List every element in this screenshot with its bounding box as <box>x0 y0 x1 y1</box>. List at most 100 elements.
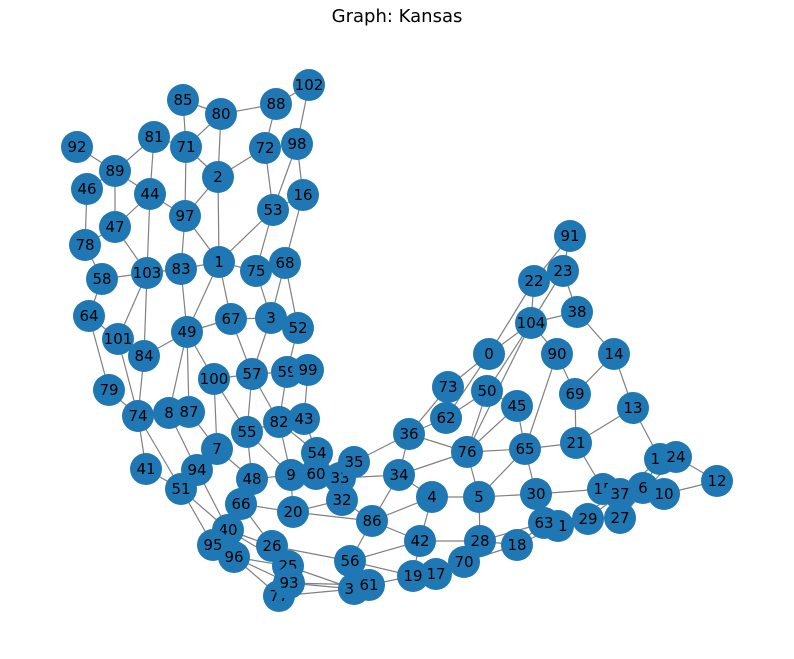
node-circle <box>300 458 332 490</box>
node-label: 4 <box>427 488 437 506</box>
node-label: 43 <box>294 410 313 428</box>
node-circle <box>99 211 131 243</box>
node-circle <box>198 363 230 395</box>
node-label: 5 <box>474 488 484 506</box>
node-label: 22 <box>524 272 543 290</box>
node-circle <box>448 546 480 578</box>
node-label: 84 <box>134 347 153 365</box>
node-21: 21 <box>560 427 592 459</box>
node-label: 3 <box>266 309 276 327</box>
node-circle <box>203 246 235 278</box>
node-label: 59 <box>277 363 296 381</box>
node-53: 53 <box>257 194 289 226</box>
node-label: 21 <box>566 434 585 452</box>
node-24: 24 <box>660 441 692 473</box>
node-label: 55 <box>237 423 256 441</box>
node-1: 1 <box>203 246 235 278</box>
node-label: 103 <box>133 264 162 282</box>
node-20: 20 <box>277 496 309 528</box>
node-label: 88 <box>266 95 285 113</box>
node-48: 48 <box>236 463 268 495</box>
node-circle <box>560 427 592 459</box>
node-label: 92 <box>67 138 86 156</box>
node-85: 85 <box>167 84 199 116</box>
node-19: 19 <box>397 560 429 592</box>
node-73: 73 <box>432 371 464 403</box>
node-12: 12 <box>701 465 733 497</box>
node-label: 1 <box>214 253 224 271</box>
node-circle <box>69 229 101 261</box>
node-circle <box>541 338 573 370</box>
node-label: 26 <box>262 537 281 555</box>
node-17: 17 <box>420 558 452 590</box>
node-label: 41 <box>136 460 155 478</box>
node-76: 76 <box>451 436 483 468</box>
node-81: 81 <box>138 121 170 153</box>
node-52: 52 <box>282 312 314 344</box>
node-label: 63 <box>534 514 553 532</box>
node-circle <box>260 88 292 120</box>
node-circle <box>201 433 233 465</box>
node-circle <box>383 459 415 491</box>
node-label: 74 <box>128 407 147 425</box>
node-circle <box>167 84 199 116</box>
node-94: 94 <box>181 454 213 486</box>
node-label: 34 <box>389 466 408 484</box>
node-circle <box>102 323 134 355</box>
node-circle <box>215 303 247 335</box>
node-103: 103 <box>131 257 163 289</box>
node-88: 88 <box>260 88 292 120</box>
node-98: 98 <box>281 128 313 160</box>
node-circle <box>273 567 305 599</box>
node-circle <box>451 436 483 468</box>
node-label: 35 <box>344 453 363 471</box>
node-label: 53 <box>263 201 282 219</box>
node-label: 45 <box>507 397 526 415</box>
node-label: 52 <box>288 319 307 337</box>
node-43: 43 <box>288 403 320 435</box>
node-circle <box>257 194 289 226</box>
node-circle <box>171 316 203 348</box>
node-5: 5 <box>463 481 495 513</box>
node-label: 42 <box>410 532 429 550</box>
node-label: 20 <box>283 503 302 521</box>
node-58: 58 <box>86 263 118 295</box>
node-label: 86 <box>362 512 381 530</box>
node-label: 64 <box>79 307 98 325</box>
node-circle <box>397 560 429 592</box>
node-label: 29 <box>578 510 597 528</box>
node-circle <box>598 338 630 370</box>
node-44: 44 <box>134 178 166 210</box>
edge-65-90 <box>524 353 558 450</box>
node-96: 96 <box>218 541 250 573</box>
node-82: 82 <box>263 406 295 438</box>
node-circle <box>231 416 263 448</box>
node-9: 9 <box>275 459 307 491</box>
node-label: 24 <box>666 448 685 466</box>
node-circle <box>73 300 105 332</box>
node-label: 46 <box>77 180 96 198</box>
node-63: 63 <box>528 507 560 539</box>
node-circle <box>170 131 202 163</box>
node-label: 70 <box>454 553 473 571</box>
node-circle <box>432 371 464 403</box>
node-23: 23 <box>547 255 579 287</box>
node-circle <box>181 454 213 486</box>
node-80: 80 <box>205 98 237 130</box>
node-circle <box>240 255 272 287</box>
node-circle <box>130 453 162 485</box>
node-46: 46 <box>71 173 103 205</box>
node-label: 13 <box>623 399 642 417</box>
node-label: 19 <box>403 567 422 585</box>
node-26: 26 <box>256 530 288 562</box>
node-60: 60 <box>300 458 332 490</box>
node-circle <box>430 402 462 434</box>
node-circle <box>255 302 287 334</box>
node-circle <box>275 459 307 491</box>
node-circle <box>169 200 201 232</box>
node-label: 54 <box>307 444 326 462</box>
node-circle <box>353 569 385 601</box>
node-circle <box>604 502 636 534</box>
node-label: 83 <box>171 260 190 278</box>
node-16: 16 <box>287 179 319 211</box>
